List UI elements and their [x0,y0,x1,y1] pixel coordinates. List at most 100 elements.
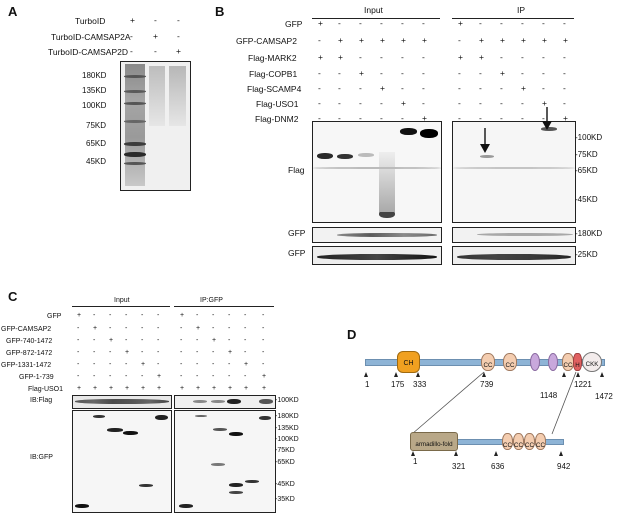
sign: - [141,337,144,344]
panel-c-ibflag-input-blot [72,395,172,409]
row-label: TurboID-CAMSAP2D [48,47,128,57]
sign: + [212,337,217,344]
sign: - [479,83,482,93]
sign: - [359,18,362,28]
row-label: Flag-SCAMP4 [247,84,302,94]
sign: - [196,312,199,319]
sign: - [196,361,199,368]
sign: - [93,349,96,356]
sign: + [180,385,185,392]
panel-b-flag-input-blot [312,121,442,223]
panel-c-ibgfp-ip-blot [174,410,276,513]
sign: - [177,31,180,41]
sign: + [77,385,82,392]
sign: - [338,18,341,28]
sign: - [93,337,96,344]
blot-label-gfp: GFP [288,228,306,238]
band [477,233,573,236]
sign: - [109,325,112,332]
row-label: Flag-MARK2 [248,53,297,63]
band [123,431,138,435]
sign: + [318,18,323,28]
sign: - [500,83,503,93]
sign: - [125,312,128,319]
panel-b-gfp25-input-blot [312,246,442,265]
row-label: GFP-1331-1472 [1,362,52,369]
sign: - [77,361,80,368]
sign: - [422,52,425,62]
sign: - [157,325,160,332]
marker-label: 135KD [82,86,107,95]
sign: + [380,35,385,45]
armadillo-fold-domain: armadillo-fold [410,432,458,451]
ip-title: IP [517,5,526,15]
sign: - [177,15,180,25]
marker-label: 75KD [86,121,107,130]
band [229,432,243,436]
sign: - [338,83,341,93]
band [193,400,207,403]
sign: - [77,337,80,344]
position-label: 333 [413,380,427,389]
panel-c-letter: C [8,289,18,304]
sign: + [458,52,463,62]
sign: - [125,325,128,332]
position-label: 1148 [540,391,558,400]
sign: - [180,373,183,380]
sign: - [125,337,128,344]
sign: - [262,325,265,332]
lane-1-smear [125,64,145,186]
sign: - [318,83,321,93]
cc-domain: CC [535,433,546,450]
sign: - [422,98,425,108]
row-label: GFP-740-1472 [6,338,53,345]
position-arrow-icon [494,451,498,456]
row-label: Flag-COPB1 [249,69,298,79]
sign: - [262,361,265,368]
sign: + [359,35,364,45]
band [211,463,225,466]
marker-label: 65KD [86,139,107,148]
sign: + [176,46,181,56]
band [453,167,575,169]
ch-label: CH [403,360,414,367]
sign: + [125,349,130,356]
sign: - [458,68,461,78]
band [259,399,273,404]
sign: - [228,325,231,332]
marker-label: -180KD [575,229,603,238]
sign: + [359,68,364,78]
sign: - [542,52,545,62]
sign: - [338,98,341,108]
band [124,162,146,165]
sign: - [338,113,341,123]
band [379,210,395,218]
sign: + [141,361,146,368]
band [213,428,227,431]
sign: + [228,349,233,356]
sign: + [244,361,249,368]
sign: + [157,373,162,380]
band [211,400,225,403]
sign: - [479,68,482,78]
position-label: 1472 [595,392,613,401]
sign: - [244,325,247,332]
sign: + [196,385,201,392]
cc-domain: CC [481,353,495,371]
sign: - [458,113,461,123]
sign: + [401,98,406,108]
position-label: 942 [557,462,571,471]
sign: - [500,113,503,123]
sign: - [542,18,545,28]
sign: - [380,113,383,123]
cc-label: CC [563,362,573,369]
sign: - [212,325,215,332]
sign: - [154,15,157,25]
sign: - [93,361,96,368]
panel-d-letter: D [347,327,357,342]
row-label: Flag-DNM2 [255,114,299,124]
sign: - [359,98,362,108]
cc-domain: CC [502,433,513,450]
cc-label: CC [505,362,515,369]
panel-b-flag-ip-blot [452,121,576,223]
